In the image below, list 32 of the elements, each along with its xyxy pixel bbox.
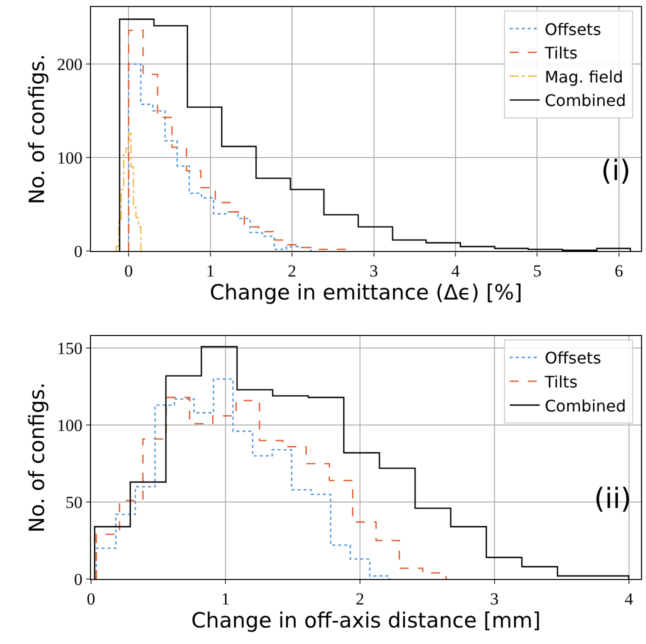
x-tick-label: 3 — [370, 262, 378, 281]
y-tick-label: 100 — [57, 416, 82, 436]
y-tick-label: 200 — [57, 55, 82, 74]
x-tick-label: 0 — [86, 590, 96, 608]
x-tick-label: 6 — [614, 262, 624, 281]
legend-label: Offsets — [544, 20, 602, 39]
x-axis-title: Change in off-axis distance [mm] — [191, 608, 541, 632]
x-tick-label: 4 — [451, 262, 460, 281]
legend-label: Combined — [544, 396, 626, 416]
legend-label: Tilts — [544, 44, 578, 63]
annotation: (i) — [601, 154, 631, 187]
y-tick-label: 50 — [66, 493, 82, 512]
y-tick-label: 0 — [74, 570, 82, 589]
x-tick-label: 1 — [221, 590, 230, 608]
x-tick-label: 2 — [288, 262, 296, 281]
x-tick-label: 4 — [624, 590, 634, 608]
y-tick-label: 0 — [74, 242, 82, 262]
x-tick-label: 2 — [356, 590, 364, 608]
x-tick-label: 3 — [490, 590, 499, 608]
legend-label: Tilts — [544, 372, 578, 392]
x-axis-title: Change in emittance (Δϵ) [%] — [210, 280, 522, 305]
y-tick-label: 100 — [57, 148, 82, 168]
legend-label: Combined — [544, 91, 626, 110]
y-axis-title: No. of configs. — [25, 382, 50, 533]
x-tick-label: 1 — [206, 262, 215, 281]
x-tick-label: 5 — [532, 262, 542, 281]
y-tick-label: 150 — [57, 339, 82, 358]
x-tick-label: 0 — [124, 262, 133, 281]
legend-label: Mag. field — [544, 67, 624, 86]
annotation: (ii) — [594, 482, 632, 515]
legend-label: Offsets — [544, 348, 602, 368]
y-axis-title: No. of configs. — [25, 54, 50, 204]
